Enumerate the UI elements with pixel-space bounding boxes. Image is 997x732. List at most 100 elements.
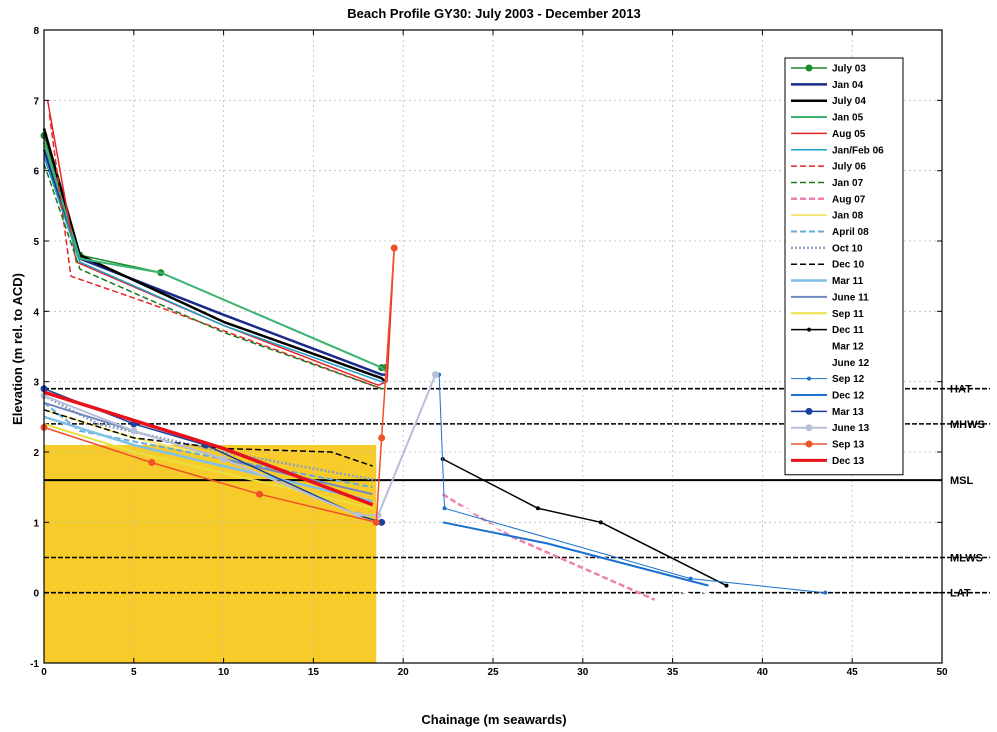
legend-label-23: Sep 13: [832, 440, 865, 451]
x-tick-label: 10: [218, 667, 230, 678]
legend-label-6: July 06: [832, 162, 866, 173]
series-point-16: [724, 583, 729, 588]
legend-label-4: Aug 05: [832, 129, 866, 140]
legend-label-17: Mar 12: [832, 341, 864, 352]
y-axis-label: Elevation (m rel. to ACD): [10, 273, 25, 425]
series-point-21: [378, 518, 386, 526]
shaded-region: [44, 444, 377, 663]
series-point-23: [390, 244, 398, 252]
legend-label-11: Oct 10: [832, 243, 863, 254]
series-point-23: [148, 459, 156, 467]
legend-box: [784, 57, 904, 476]
series-point-16: [535, 506, 540, 511]
x-tick-label: 40: [757, 667, 769, 678]
series-point-19: [688, 576, 693, 581]
reference-label-lat: LAT: [950, 588, 971, 600]
x-tick-label: 5: [131, 667, 137, 678]
reference-label-mhws: MHWS: [950, 419, 985, 431]
shaded-area: [44, 444, 377, 663]
legend-marker-23: [805, 440, 813, 448]
legend-marker-0: [805, 64, 813, 72]
legend-label-0: July 03: [832, 64, 866, 75]
y-tick-label: 3: [33, 378, 39, 389]
reference-label-msl: MSL: [950, 475, 974, 487]
y-tick-label: 7: [33, 96, 39, 107]
y-tick-label: 5: [33, 237, 39, 248]
plot-frame: [43, 29, 943, 664]
series-point-22: [432, 371, 440, 379]
x-axis-label: Chainage (m seawards): [421, 712, 566, 727]
legend-label-21: Mar 13: [832, 407, 864, 418]
y-tick-label: 8: [33, 26, 39, 37]
legend-label-10: April 08: [832, 227, 869, 238]
reference-label-hat: HAT: [950, 384, 972, 396]
series-line-16: [442, 458, 727, 587]
series-line-8: [442, 493, 656, 601]
legend-label-22: June 13: [832, 423, 870, 434]
legend-label-18: June 12: [832, 358, 870, 369]
y-tick-label: 0: [33, 589, 39, 600]
series-point-23: [372, 518, 380, 526]
series-line-11: [43, 394, 377, 482]
y-tick-label: 2: [33, 448, 39, 459]
x-tick-label: 15: [308, 667, 320, 678]
chart-title: Beach Profile GY30: July 2003 - December…: [347, 6, 640, 21]
series-line-5: [43, 156, 386, 383]
series-point-22: [130, 427, 138, 435]
x-tick-label: 20: [398, 667, 410, 678]
series-point-19: [823, 590, 828, 595]
y-tick-label: 1: [33, 518, 39, 529]
series-point-16: [598, 520, 603, 525]
y-tick-label: 6: [33, 167, 39, 178]
legend-label-7: Jan 07: [832, 178, 864, 189]
series-line-3: [43, 142, 386, 372]
x-tick-label: 25: [487, 667, 499, 678]
legend-label-20: Dec 12: [832, 391, 865, 402]
legend-marker-16: [807, 327, 811, 332]
series-point-22: [220, 455, 228, 463]
series-line-18: [442, 507, 727, 608]
series-line-6: [48, 114, 386, 390]
x-tick-label: 35: [667, 667, 679, 678]
legend-label-2: July 04: [832, 96, 866, 107]
legend-label-13: Mar 11: [832, 276, 864, 287]
series-line-24: [43, 390, 374, 507]
series-line-13: [43, 415, 373, 503]
x-tick-label: 45: [847, 667, 859, 678]
y-tick-label: 4: [33, 307, 39, 318]
legend-label-16: Dec 11: [832, 325, 864, 336]
x-tick-labels: 0 5 10 15 20 25 30 35 40 45 50: [41, 667, 948, 678]
legend-label-5: Jan/Feb 06: [832, 145, 884, 156]
series-point-19: [442, 506, 447, 511]
x-tick-label: 50: [936, 667, 948, 678]
legend-label-8: Aug 07: [832, 194, 866, 205]
series-point-22: [374, 511, 382, 519]
series-lines: [40, 100, 828, 608]
legend-marker-22: [805, 424, 813, 432]
y-tick-labels: -1 0 1 2 3 4 5 6 7 8: [30, 26, 39, 670]
series-line-7: [43, 163, 386, 390]
x-tick-label: 30: [577, 667, 589, 678]
legend-label-12: Dec 10: [832, 260, 865, 271]
series-line-22: [43, 374, 437, 517]
legend-label-3: Jan 05: [832, 113, 864, 124]
series-line-17: [442, 500, 727, 601]
series-line-10: [43, 402, 373, 489]
legend: July 03 Jan 04 July 04 Jan 05 Aug 05 Jan/Feb …: [784, 57, 904, 476]
series-line-19: [438, 374, 826, 594]
series-line-23: [43, 247, 395, 524]
legend-marker-21: [805, 407, 813, 415]
series-line-4: [46, 100, 395, 386]
y-tick-label: -1: [30, 659, 39, 670]
legend-label-14: June 11: [832, 292, 869, 303]
series-line-20: [442, 521, 709, 587]
legend-label-1: Jan 04: [832, 80, 864, 91]
legend-label-19: Sep 12: [832, 374, 865, 385]
series-point-23: [378, 434, 386, 442]
series-point-23: [256, 490, 264, 498]
legend-label-24: Dec 13: [832, 456, 865, 467]
legend-label-9: Jan 08: [832, 211, 864, 222]
reference-line-labels: HAT MHWS MSL MLWS LAT: [950, 384, 985, 600]
legend-marker-19: [807, 376, 811, 381]
